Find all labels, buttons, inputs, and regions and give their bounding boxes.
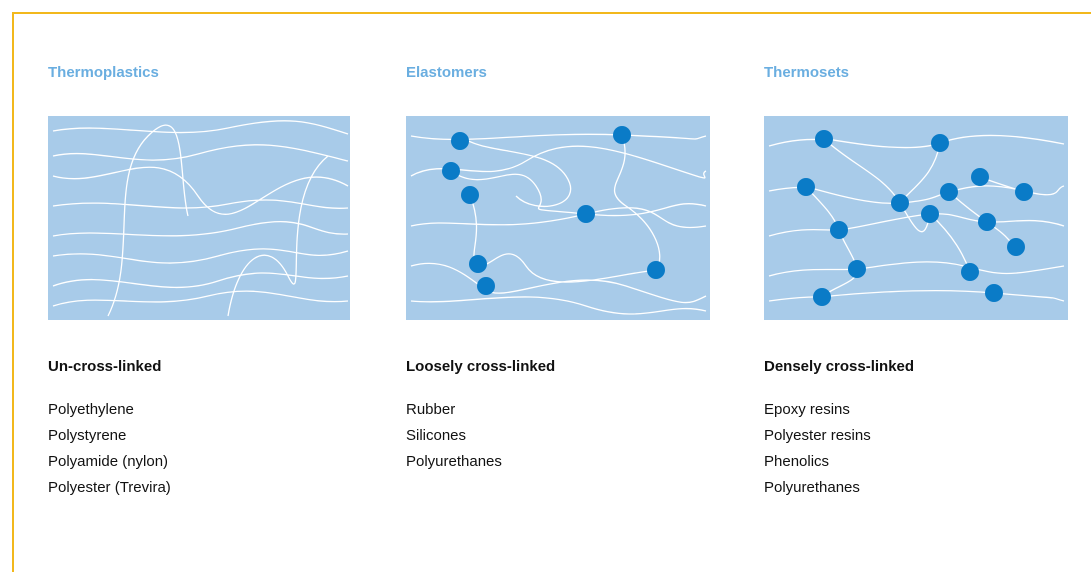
column-title: Thermosets bbox=[764, 64, 849, 81]
page: Thermoplastics Un-cross-linked Polyethyl… bbox=[0, 0, 1091, 572]
frame-border bbox=[12, 12, 14, 572]
polymer-diagram bbox=[764, 116, 1068, 320]
structure-label: Loosely cross-linked bbox=[406, 358, 555, 375]
structure-label: Densely cross-linked bbox=[764, 358, 914, 375]
column-title: Thermoplastics bbox=[48, 64, 159, 81]
polymer-diagram bbox=[48, 116, 350, 320]
example-item: Polystyrene bbox=[48, 426, 171, 452]
example-item: Epoxy resins bbox=[764, 400, 871, 426]
example-item: Rubber bbox=[406, 400, 502, 426]
example-item: Polyester resins bbox=[764, 426, 871, 452]
polymer-diagram bbox=[406, 116, 710, 320]
example-item: Polyamide (nylon) bbox=[48, 452, 171, 478]
example-item: Phenolics bbox=[764, 452, 871, 478]
structure-label: Un-cross-linked bbox=[48, 358, 161, 375]
example-item: Polyurethanes bbox=[406, 452, 502, 478]
example-item: Polyester (Trevira) bbox=[48, 478, 171, 504]
column-title: Elastomers bbox=[406, 64, 487, 81]
example-item: Polyethylene bbox=[48, 400, 171, 426]
example-item: Silicones bbox=[406, 426, 502, 452]
example-item: Polyurethanes bbox=[764, 478, 871, 504]
frame-border bbox=[12, 12, 1091, 14]
